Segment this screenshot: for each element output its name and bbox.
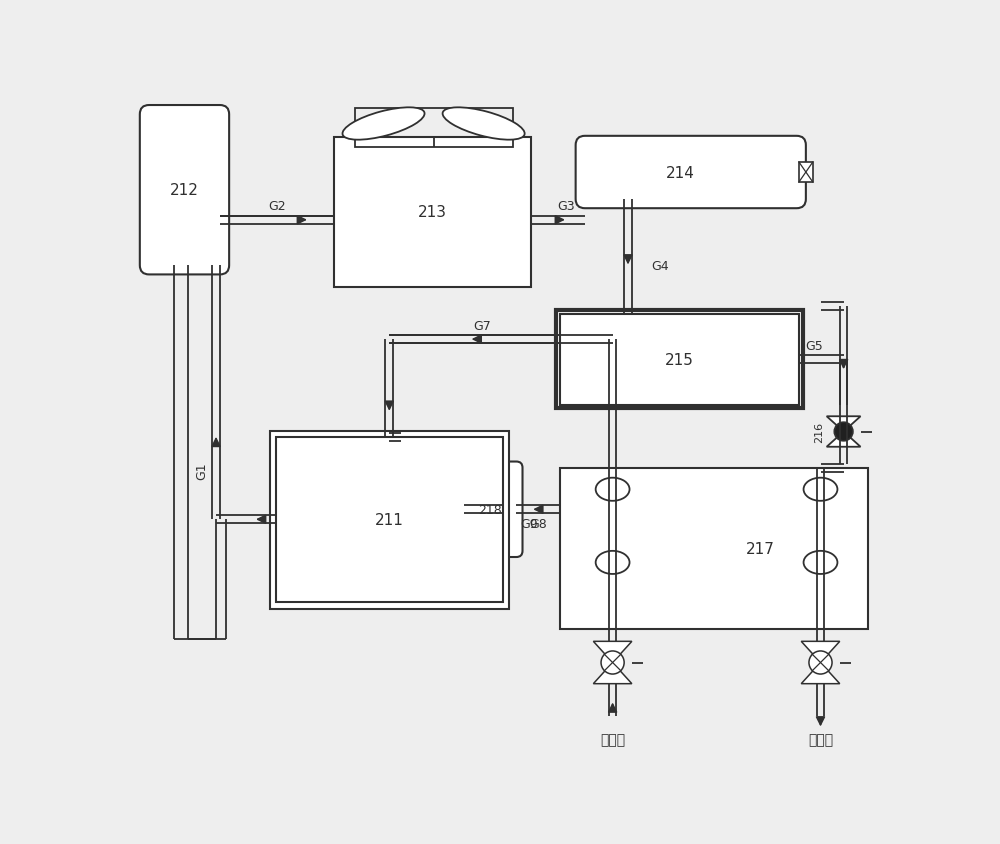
Text: 217: 217 [746, 541, 775, 556]
Bar [334, 138, 531, 288]
Text: G5: G5 [805, 339, 823, 352]
Text: G3: G3 [557, 200, 574, 214]
FancyBboxPatch shape [140, 106, 229, 275]
Text: 215: 215 [665, 352, 694, 367]
Bar [799, 163, 813, 183]
Polygon shape [593, 663, 632, 684]
Text: 出液口: 出液口 [808, 733, 833, 747]
Ellipse shape [804, 479, 837, 501]
Text: 进液口: 进液口 [600, 733, 625, 747]
Text: 212: 212 [170, 183, 199, 198]
Circle shape [601, 652, 624, 674]
Ellipse shape [443, 108, 525, 140]
Polygon shape [801, 663, 840, 684]
Ellipse shape [342, 108, 425, 140]
Ellipse shape [596, 551, 630, 574]
Text: G7: G7 [474, 319, 491, 333]
Text: G2: G2 [268, 200, 286, 214]
Text: 218: 218 [478, 503, 502, 517]
Text: 216: 216 [814, 421, 824, 442]
Circle shape [834, 423, 853, 441]
Text: 214: 214 [666, 165, 695, 181]
Bar [270, 431, 509, 609]
Bar [276, 437, 503, 603]
Polygon shape [593, 641, 632, 663]
Text: G8: G8 [529, 517, 547, 530]
Bar [556, 311, 803, 408]
Ellipse shape [804, 551, 837, 574]
Text: G4: G4 [651, 260, 669, 273]
Text: 213: 213 [418, 205, 447, 220]
FancyBboxPatch shape [458, 462, 523, 557]
Polygon shape [801, 641, 840, 663]
Ellipse shape [596, 479, 630, 501]
Polygon shape [827, 432, 861, 447]
Text: G1: G1 [196, 462, 209, 479]
FancyBboxPatch shape [576, 137, 806, 209]
Bar [355, 109, 512, 148]
Text: 211: 211 [375, 512, 404, 528]
Bar [560, 314, 799, 405]
Bar [560, 468, 868, 630]
Text: G9: G9 [520, 517, 538, 530]
Circle shape [809, 652, 832, 674]
Polygon shape [827, 417, 861, 432]
